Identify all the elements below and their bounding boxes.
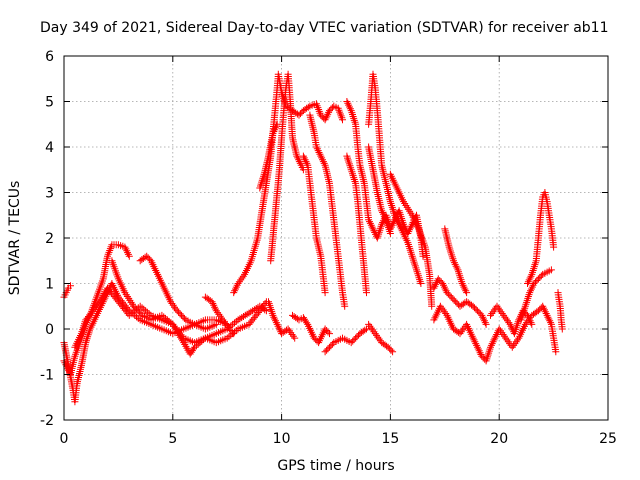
- series-t9: [267, 70, 307, 265]
- series-t25: [289, 311, 333, 347]
- data-point-markers: [71, 284, 270, 358]
- data-point-markers: [365, 320, 397, 356]
- x-tick-label: 25: [599, 431, 617, 447]
- y-tick-label: -2: [40, 413, 54, 429]
- series-t20: [430, 302, 560, 365]
- y-tick-label: 0: [45, 322, 54, 338]
- series-t23: [517, 266, 555, 324]
- data-point-markers: [430, 275, 490, 328]
- series-t18: [430, 275, 490, 328]
- series-t24: [554, 289, 566, 333]
- series-t27: [365, 320, 397, 356]
- x-tick-label: 20: [490, 431, 508, 447]
- y-tick-label: 3: [45, 186, 54, 202]
- axes: 0 5 10 15 20 25 -2 -1 0 1 2 3 4 5 6: [40, 49, 617, 447]
- y-axis-label: SDTVAR / TECUs: [7, 181, 23, 296]
- data-point-markers: [265, 298, 299, 342]
- x-axis-label: GPS time / hours: [277, 458, 394, 474]
- data-point-markers: [299, 152, 329, 297]
- data-point-markers: [386, 170, 436, 310]
- data-point-markers: [321, 325, 370, 356]
- data-point-markers: [201, 293, 238, 338]
- series-t15: [365, 70, 425, 287]
- data-point-markers: [343, 152, 370, 297]
- series-t5: [71, 284, 270, 358]
- data-point-markers: [267, 70, 307, 265]
- data-point-markers: [136, 252, 220, 333]
- y-tick-label: 5: [45, 95, 54, 111]
- data-point-markers: [430, 302, 560, 365]
- x-tick-label: 0: [60, 431, 69, 447]
- y-tick-label: 4: [45, 140, 54, 156]
- series-t26: [321, 325, 370, 356]
- data-point-markers: [441, 225, 471, 297]
- series-t28: [265, 298, 299, 342]
- series-t12: [306, 111, 349, 310]
- data-point-markers: [365, 143, 394, 237]
- y-tick-label: 1: [45, 277, 54, 293]
- data-point-markers: [289, 311, 333, 347]
- x-tick-label: 10: [273, 431, 291, 447]
- chart-title: Day 349 of 2021, Sidereal Day-to-day VTE…: [40, 20, 609, 36]
- series-t1: [60, 282, 74, 301]
- y-tick-label: 6: [45, 49, 54, 65]
- y-tick-label: 2: [45, 231, 54, 247]
- data-point-markers: [60, 282, 74, 301]
- x-tick-label: 5: [168, 431, 177, 447]
- series-t19: [441, 225, 471, 297]
- data-point-markers: [306, 111, 349, 310]
- data-point-markers: [517, 266, 555, 324]
- series-t22: [524, 189, 558, 287]
- series-t10: [256, 120, 281, 192]
- x-tick-label: 15: [381, 431, 399, 447]
- data-point-markers: [256, 120, 281, 192]
- series-t16: [365, 143, 394, 237]
- series-t17: [386, 170, 436, 310]
- data-point-markers: [554, 289, 566, 333]
- series-t6: [136, 252, 220, 333]
- y-tick-label: -1: [40, 368, 54, 384]
- data-point-markers: [365, 70, 425, 287]
- series-t11: [299, 152, 329, 297]
- data-point-markers: [524, 189, 558, 287]
- series-t13: [343, 152, 370, 297]
- series-t7: [201, 293, 238, 338]
- plot-area: [60, 70, 566, 406]
